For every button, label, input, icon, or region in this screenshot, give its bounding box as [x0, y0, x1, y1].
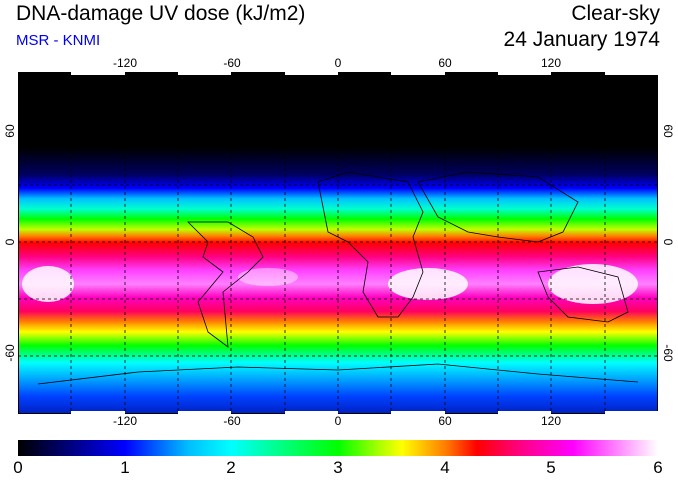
- lon-tick-top: -120: [112, 56, 138, 70]
- colorbar-label: 3: [333, 458, 343, 477]
- colorbar-label: 4: [440, 458, 450, 477]
- colorbar-label: 5: [546, 458, 556, 477]
- date-label: 24 January 1974: [503, 28, 660, 51]
- frame-ticks: [71, 72, 658, 414]
- colorbar-label: 0: [13, 458, 23, 477]
- sky-mode-label: Clear-sky: [571, 2, 660, 25]
- lon-tick-top: 0: [334, 56, 342, 70]
- lon-tick-top: 60: [438, 56, 452, 70]
- graticule: [18, 72, 658, 414]
- colorbar-label: 2: [226, 458, 236, 477]
- lat-tick-right: -60: [661, 344, 675, 362]
- lon-tick-top: 120: [540, 56, 562, 70]
- lat-tick-left: -60: [3, 344, 17, 362]
- lon-tick-bottom: 120: [540, 414, 562, 428]
- uv-dose-map: [18, 72, 658, 414]
- lat-tick-left: 0: [3, 238, 17, 246]
- colorbar-label: 6: [653, 458, 663, 477]
- map-title: DNA-damage UV dose (kJ/m2): [16, 2, 306, 25]
- lon-tick-bottom: -60: [223, 414, 241, 428]
- lon-tick-top: -60: [223, 56, 241, 70]
- colorbar: [18, 440, 658, 456]
- lon-tick-bottom: 60: [438, 414, 452, 428]
- lon-tick-bottom: -120: [112, 414, 138, 428]
- lat-tick-left: 60: [3, 124, 17, 138]
- source-label: MSR - KNMI: [16, 32, 101, 49]
- colorbar-gradient: [18, 440, 658, 456]
- lat-tick-right: 0: [661, 238, 675, 246]
- colorbar-label: 1: [120, 458, 130, 477]
- peak-dose-patches: [22, 264, 638, 304]
- lon-tick-bottom: 0: [334, 414, 342, 428]
- lat-tick-right: 60: [661, 124, 675, 138]
